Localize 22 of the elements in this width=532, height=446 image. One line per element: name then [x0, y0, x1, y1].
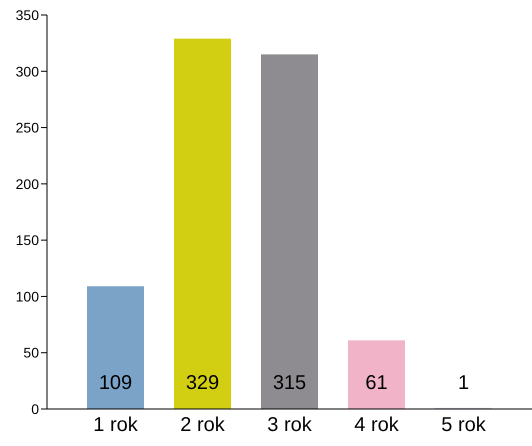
data-label: 1 [458, 372, 470, 394]
x-tick-label: 4 rok [354, 414, 400, 436]
y-tick-label: 100 [16, 288, 40, 304]
y-tick-label: 150 [16, 232, 40, 248]
y-tick-label: 50 [23, 344, 40, 361]
y-tick-label: 350 [16, 6, 40, 23]
bar [348, 340, 405, 409]
y-tick-label: 300 [16, 63, 40, 80]
data-label: 315 [272, 372, 306, 394]
y-tick-label: 200 [16, 176, 40, 192]
y-tick-label: 0 [31, 400, 40, 417]
bar [87, 286, 144, 409]
bar [261, 54, 318, 409]
x-tick-label: 3 rok [267, 414, 313, 436]
y-tick-label: 250 [16, 120, 40, 136]
data-label: 329 [186, 372, 220, 394]
data-label: 109 [98, 372, 132, 394]
x-tick-label: 1 rok [93, 414, 139, 436]
bar [174, 38, 231, 409]
data-label: 61 [365, 372, 388, 394]
x-tick-label: 5 rok [441, 414, 487, 436]
x-tick-label: 2 rok [180, 414, 226, 436]
